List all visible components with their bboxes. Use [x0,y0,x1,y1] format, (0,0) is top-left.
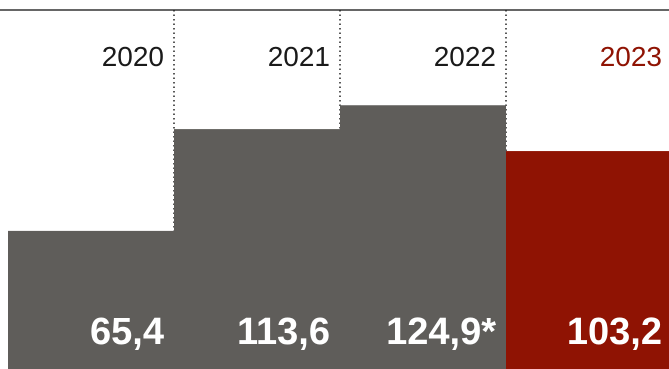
year-label-2020: 2020 [102,41,164,72]
value-label-2022: 124,9* [386,311,496,353]
value-label-2021: 113,6 [237,311,330,353]
bars-group [8,105,669,369]
bar-2023 [506,151,669,369]
value-label-2023: 103,2 [567,311,662,353]
year-label-2023: 2023 [600,41,662,72]
bar-2021 [174,129,340,369]
bar-2020 [8,230,174,369]
value-label-2020: 65,4 [90,311,164,353]
value-labels-group: 65,4 113,6 124,9* 103,2 [90,311,662,353]
year-label-2022: 2022 [434,41,496,72]
column-separators [173,10,507,369]
bar-2022 [340,105,506,369]
year-labels-group: 2020 2021 2022 2023 [102,41,662,72]
year-label-2021: 2021 [268,41,330,72]
